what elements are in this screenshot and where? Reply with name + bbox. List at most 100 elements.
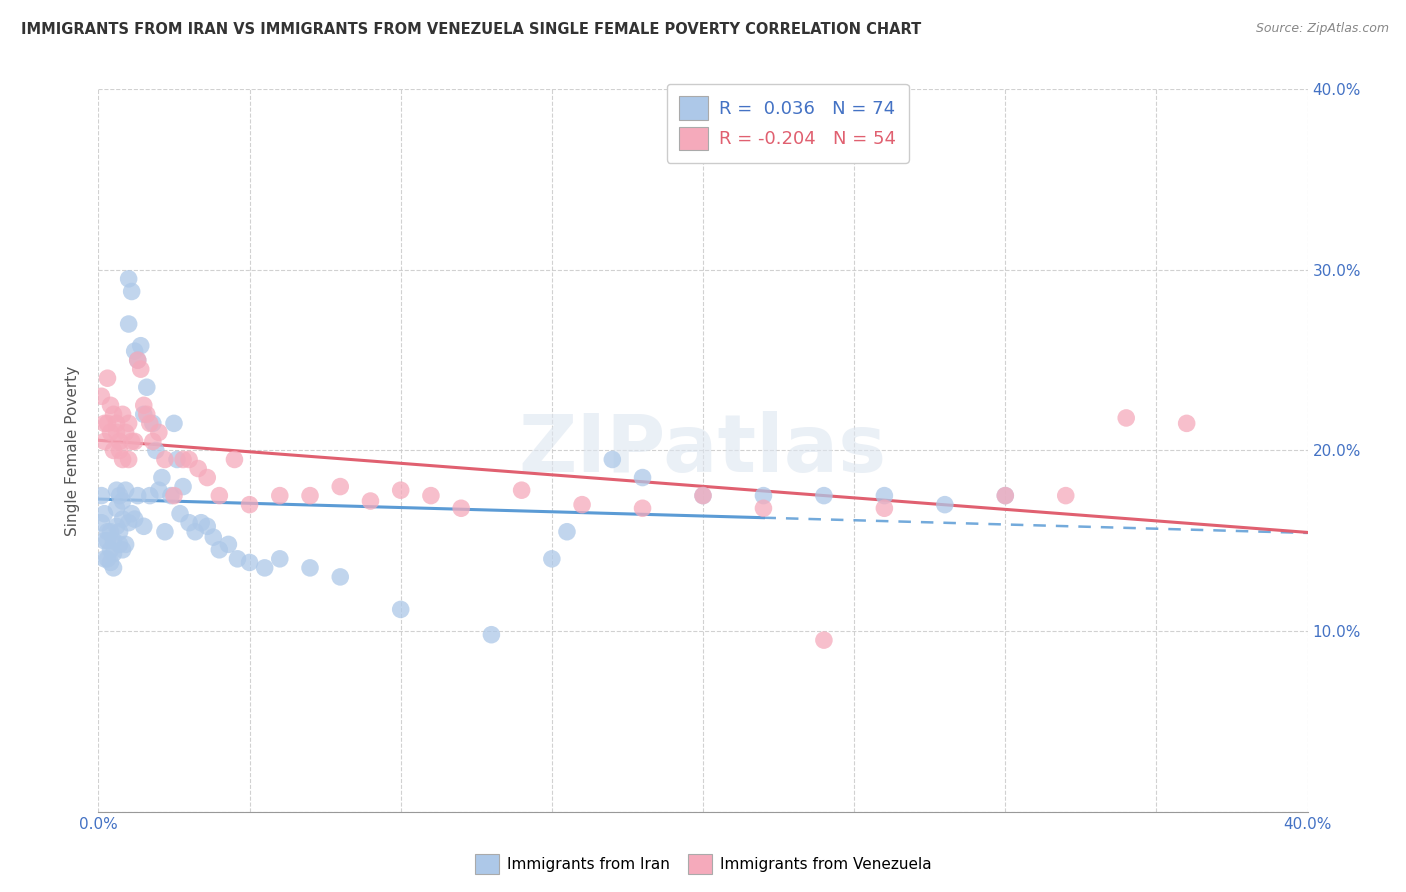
Point bbox=[96, 524, 118, 539]
Point bbox=[179, 452, 201, 467]
Point bbox=[111, 452, 134, 467]
Point bbox=[127, 353, 149, 368]
Point bbox=[631, 501, 654, 516]
Point bbox=[93, 551, 115, 566]
Point bbox=[105, 501, 128, 516]
Point bbox=[208, 489, 231, 503]
Point bbox=[135, 407, 157, 422]
Point bbox=[118, 317, 141, 331]
Point bbox=[90, 389, 112, 403]
Point bbox=[195, 470, 218, 484]
Point bbox=[100, 425, 122, 440]
Point bbox=[127, 353, 149, 368]
Point bbox=[217, 537, 239, 551]
Point bbox=[166, 452, 188, 467]
Point bbox=[90, 516, 112, 530]
Legend: Immigrants from Iran, Immigrants from Venezuela: Immigrants from Iran, Immigrants from Ve… bbox=[468, 848, 938, 880]
Point bbox=[153, 452, 176, 467]
Point bbox=[129, 362, 152, 376]
Point bbox=[299, 489, 322, 503]
Legend: R =  0.036   N = 74, R = -0.204   N = 54: R = 0.036 N = 74, R = -0.204 N = 54 bbox=[666, 84, 908, 162]
Point bbox=[187, 461, 209, 475]
Point bbox=[172, 452, 194, 467]
Point bbox=[118, 516, 141, 530]
Point bbox=[481, 628, 503, 642]
Point bbox=[602, 452, 624, 467]
Point bbox=[111, 512, 134, 526]
Point bbox=[184, 524, 207, 539]
Point bbox=[994, 489, 1017, 503]
Point bbox=[121, 285, 143, 299]
Point bbox=[389, 602, 412, 616]
Point bbox=[269, 489, 291, 503]
Point bbox=[100, 542, 122, 557]
Point bbox=[111, 542, 134, 557]
Point bbox=[169, 507, 191, 521]
Point bbox=[124, 344, 146, 359]
Point bbox=[96, 371, 118, 385]
Point bbox=[108, 489, 131, 503]
Point bbox=[139, 489, 162, 503]
Point bbox=[142, 417, 165, 431]
Point bbox=[132, 519, 155, 533]
Point bbox=[114, 537, 136, 551]
Point bbox=[239, 556, 262, 570]
Point bbox=[631, 470, 654, 484]
Point bbox=[813, 489, 835, 503]
Point bbox=[179, 516, 201, 530]
Point bbox=[163, 489, 186, 503]
Point bbox=[934, 498, 956, 512]
Point bbox=[124, 434, 146, 449]
Point bbox=[108, 434, 131, 449]
Point bbox=[873, 501, 896, 516]
Text: Source: ZipAtlas.com: Source: ZipAtlas.com bbox=[1256, 22, 1389, 36]
Point bbox=[329, 480, 352, 494]
Point bbox=[105, 519, 128, 533]
Point bbox=[540, 551, 562, 566]
Point bbox=[145, 443, 167, 458]
Point bbox=[139, 417, 162, 431]
Point bbox=[93, 417, 115, 431]
Point bbox=[555, 524, 578, 539]
Point bbox=[253, 561, 276, 575]
Point bbox=[118, 452, 141, 467]
Point bbox=[150, 470, 173, 484]
Point bbox=[190, 516, 212, 530]
Point bbox=[118, 272, 141, 286]
Point bbox=[692, 489, 714, 503]
Point bbox=[510, 483, 533, 498]
Point bbox=[752, 489, 775, 503]
Point bbox=[269, 551, 291, 566]
Point bbox=[96, 551, 118, 566]
Point bbox=[389, 483, 412, 498]
Point bbox=[100, 556, 122, 570]
Point bbox=[692, 489, 714, 503]
Point bbox=[148, 425, 170, 440]
Point bbox=[111, 494, 134, 508]
Point bbox=[121, 434, 143, 449]
Point bbox=[160, 489, 183, 503]
Point bbox=[93, 434, 115, 449]
Point bbox=[202, 530, 225, 544]
Point bbox=[93, 507, 115, 521]
Point bbox=[121, 507, 143, 521]
Point bbox=[208, 542, 231, 557]
Point bbox=[132, 407, 155, 422]
Point bbox=[224, 452, 246, 467]
Point bbox=[103, 443, 125, 458]
Point bbox=[114, 425, 136, 440]
Point bbox=[100, 524, 122, 539]
Point bbox=[118, 417, 141, 431]
Point bbox=[1054, 489, 1077, 503]
Point bbox=[873, 489, 896, 503]
Point bbox=[132, 398, 155, 412]
Point bbox=[1175, 417, 1198, 431]
Point bbox=[142, 434, 165, 449]
Point bbox=[103, 533, 125, 548]
Point bbox=[93, 533, 115, 548]
Point bbox=[450, 501, 472, 516]
Point bbox=[127, 489, 149, 503]
Point bbox=[108, 443, 131, 458]
Point bbox=[103, 561, 125, 575]
Text: ZIPatlas: ZIPatlas bbox=[519, 411, 887, 490]
